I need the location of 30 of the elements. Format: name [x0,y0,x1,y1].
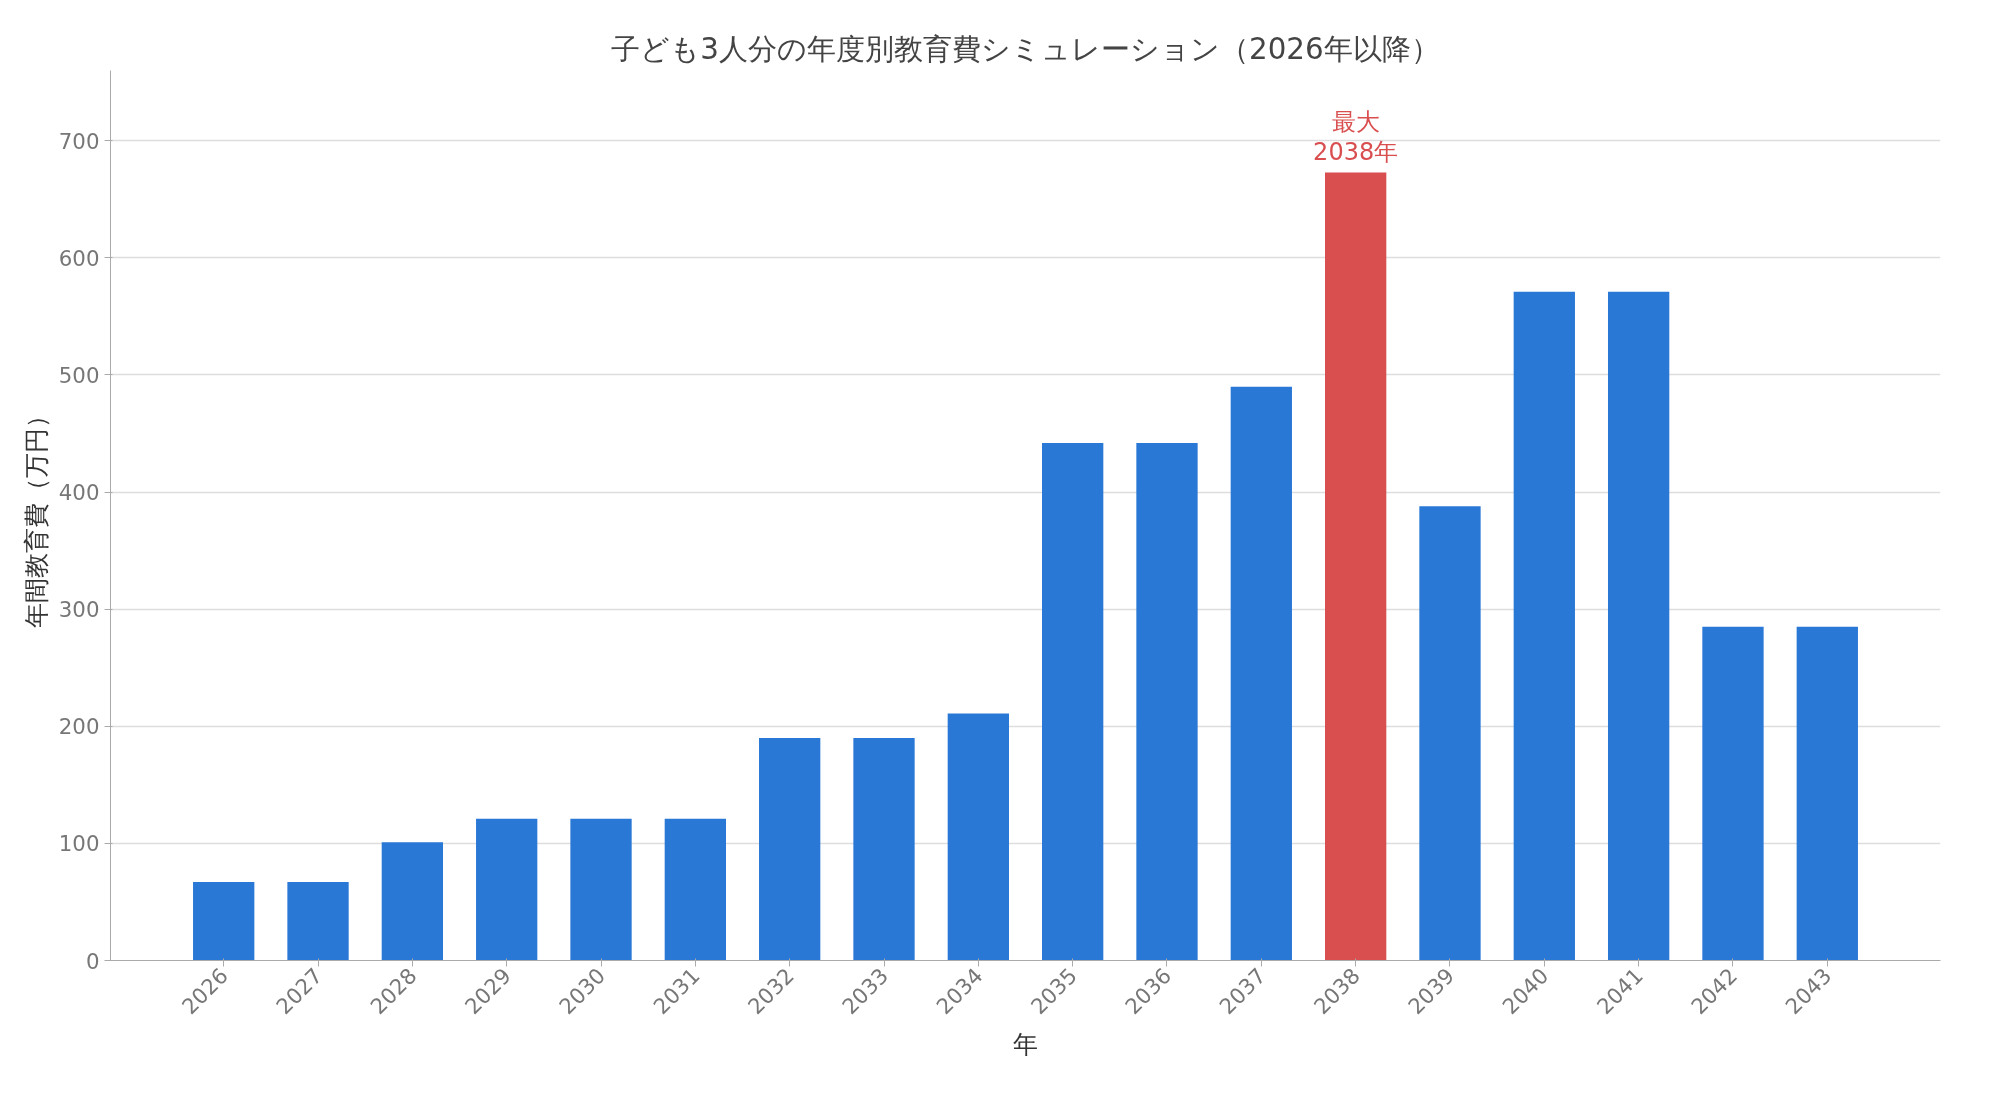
bar [287,882,349,961]
bar [853,738,915,961]
bar [381,842,444,961]
y-axis-title: 年間教育費（万円） [20,403,51,628]
y-tick-label: 200 [58,714,100,740]
y-tick-label: 500 [58,362,100,388]
bar [1607,291,1670,961]
chart-title: 子ども3人分の年度別教育費シミュレーション（2026年以降） [611,31,1440,66]
y-tick-label: 100 [58,831,100,857]
x-axis-title: 年 [1013,1029,1038,1060]
bar [1702,626,1764,961]
annotation: 最大 2038年 [1313,107,1399,167]
bar [1042,442,1104,961]
bar [1230,386,1292,961]
bar [664,818,726,961]
bar [476,818,538,961]
y-tick-label: 300 [58,597,100,623]
bar [1136,442,1198,961]
y-tick-label: 600 [58,245,100,271]
bar [947,713,1009,961]
bar [1796,626,1858,961]
bar [193,882,255,961]
y-tick-label: 400 [58,480,100,506]
y-tick-label: 700 [58,128,100,154]
bar [759,738,821,961]
bar [1419,506,1481,961]
bar [1513,291,1575,961]
bar [570,818,632,961]
bar [1325,172,1387,961]
y-tick-label: 0 [85,948,100,974]
